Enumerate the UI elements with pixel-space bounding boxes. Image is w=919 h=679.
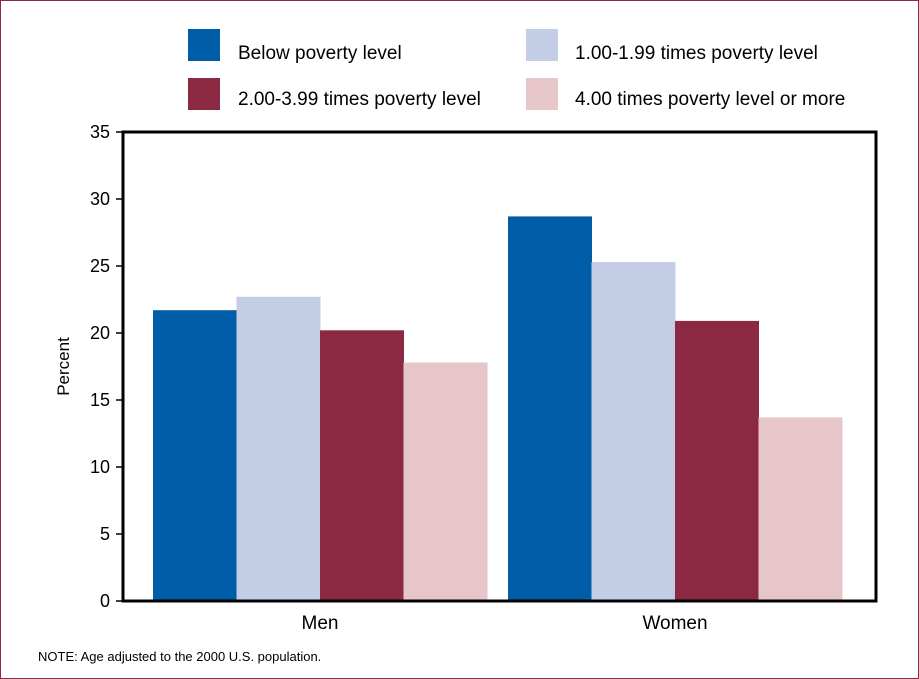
bar-men-series-3 — [320, 330, 404, 601]
bar-women-series-3 — [675, 320, 759, 601]
y-tick-label: 35 — [90, 122, 110, 142]
chart-note: NOTE: Age adjusted to the 2000 U.S. popu… — [38, 649, 322, 664]
y-tick-label: 0 — [100, 591, 110, 611]
legend-label-1: Below poverty level — [238, 43, 402, 64]
x-tick-label-men: Men — [302, 613, 339, 634]
x-tick-label-women: Women — [642, 613, 707, 634]
legend-label-4: 4.00 times poverty level or more — [575, 89, 846, 110]
bar-women-series-1 — [508, 216, 592, 601]
legend-swatch-2 — [526, 29, 558, 61]
legend-label-3: 2.00‑3.99 times poverty level — [238, 89, 481, 110]
y-tick-label: 5 — [100, 524, 110, 544]
bar-men-series-2 — [236, 296, 321, 601]
y-tick-label: 10 — [90, 457, 110, 477]
legend-swatch-3 — [188, 78, 220, 110]
legend-swatch-1 — [188, 29, 220, 61]
plot-frame — [121, 130, 878, 603]
y-tick-label: 20 — [90, 323, 110, 343]
bar-women-series-4 — [758, 417, 843, 601]
bar-women-series-2 — [591, 262, 676, 601]
bar-men-series-1 — [153, 310, 237, 601]
y-tick-label: 15 — [90, 390, 110, 410]
y-tick-label: 30 — [90, 189, 110, 209]
legend-label-2: 1.00‑1.99 times poverty level — [575, 43, 818, 64]
bar-men-series-4 — [403, 362, 488, 601]
y-axis-label: Percent — [54, 337, 73, 396]
legend-swatch-4 — [526, 78, 558, 110]
y-tick-label: 25 — [90, 256, 110, 276]
